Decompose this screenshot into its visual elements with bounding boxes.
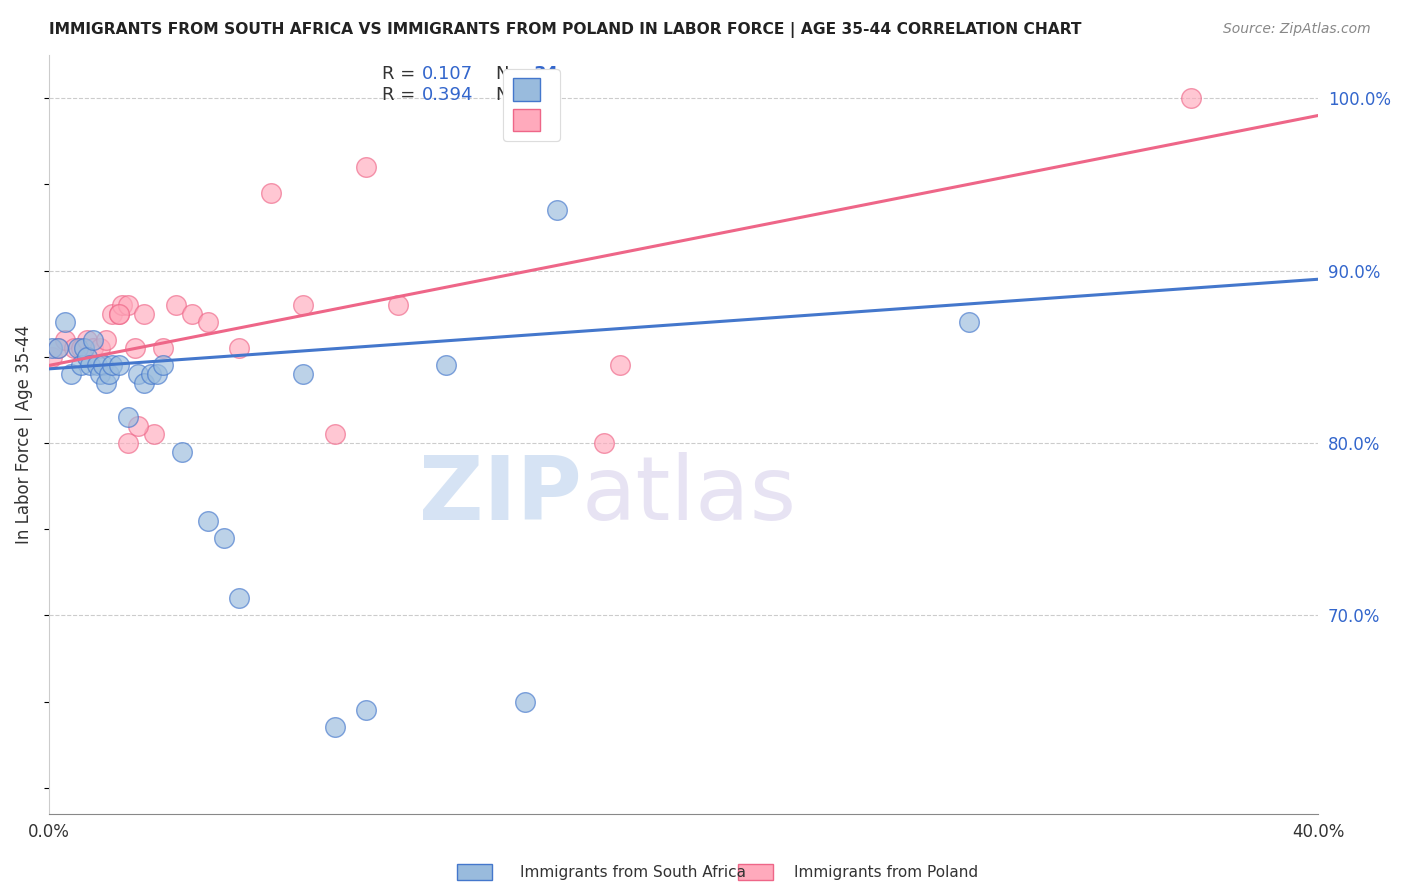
Point [48, 341, 70, 355]
Point [117, 410, 139, 425]
Point [41, 350, 63, 364]
Point [127, 418, 149, 433]
Text: Source: ZipAtlas.com: Source: ZipAtlas.com [1223, 22, 1371, 37]
Text: R =: R = [381, 86, 420, 103]
Text: Immigrants from Poland: Immigrants from Poland [794, 865, 979, 880]
Text: ZIP: ZIP [419, 451, 582, 539]
Point [101, 359, 124, 373]
Point [82, 341, 104, 355]
Point [957, 315, 980, 329]
Point [323, 427, 346, 442]
Text: 34: 34 [534, 65, 558, 83]
Point [142, 427, 165, 442]
Point [82, 333, 104, 347]
Point [152, 359, 174, 373]
Point [86, 359, 108, 373]
Point [107, 359, 129, 373]
Point [197, 315, 219, 329]
Point [513, 694, 536, 708]
Point [228, 591, 250, 606]
Point [387, 298, 409, 312]
Legend: , : , [503, 69, 560, 141]
Point [117, 436, 139, 450]
Point [53, 333, 76, 347]
Point [228, 341, 250, 355]
Point [139, 367, 162, 381]
Point [134, 376, 156, 390]
Point [172, 444, 194, 458]
Point [79, 359, 101, 373]
Point [111, 298, 134, 312]
Point [593, 436, 616, 450]
Point [127, 367, 149, 381]
Text: Immigrants from South Africa: Immigrants from South Africa [520, 865, 747, 880]
Point [89, 367, 111, 381]
Point [76, 350, 98, 364]
Text: R =: R = [381, 65, 420, 83]
Text: N =: N = [496, 65, 536, 83]
Point [117, 298, 139, 312]
Point [609, 359, 631, 373]
Point [101, 307, 124, 321]
Point [69, 341, 91, 355]
Y-axis label: In Labor Force | Age 35-44: In Labor Force | Age 35-44 [15, 325, 32, 544]
Point [48, 341, 70, 355]
Point [41, 341, 63, 355]
Text: N =: N = [496, 86, 536, 103]
Point [94, 333, 117, 347]
Point [66, 341, 89, 355]
Point [63, 341, 86, 355]
Point [152, 341, 174, 355]
Text: 33: 33 [534, 86, 558, 103]
Point [107, 307, 129, 321]
Point [165, 298, 187, 312]
Point [197, 514, 219, 528]
Point [60, 367, 83, 381]
Point [94, 376, 117, 390]
Point [89, 341, 111, 355]
Point [53, 315, 76, 329]
Point [124, 341, 146, 355]
Point [146, 367, 169, 381]
Point [91, 359, 114, 373]
Point [212, 531, 235, 545]
Point [530, 91, 553, 105]
Point [260, 186, 283, 200]
Point [1180, 91, 1202, 105]
Point [546, 203, 568, 218]
Point [291, 367, 314, 381]
Text: IMMIGRANTS FROM SOUTH AFRICA VS IMMIGRANTS FROM POLAND IN LABOR FORCE | AGE 35-4: IMMIGRANTS FROM SOUTH AFRICA VS IMMIGRAN… [49, 22, 1081, 38]
Point [69, 359, 91, 373]
Point [107, 307, 129, 321]
Text: 0.107: 0.107 [422, 65, 474, 83]
Text: 0.394: 0.394 [422, 86, 474, 103]
Point [323, 720, 346, 734]
Point [291, 298, 314, 312]
Point [73, 341, 96, 355]
Point [134, 307, 156, 321]
Point [98, 367, 121, 381]
Point [76, 333, 98, 347]
Text: atlas: atlas [582, 451, 797, 539]
Point [356, 703, 378, 717]
Point [356, 160, 378, 174]
Point [180, 307, 202, 321]
Point [434, 359, 457, 373]
